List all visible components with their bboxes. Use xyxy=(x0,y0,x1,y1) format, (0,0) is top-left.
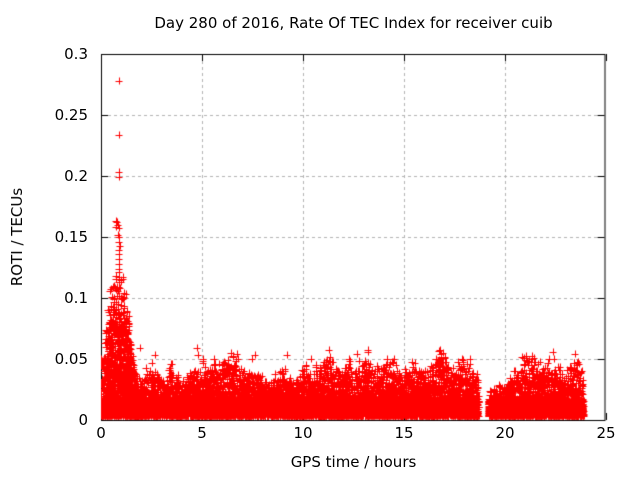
y-tick-label: 0.25 xyxy=(54,106,88,124)
y-tick-label: 0.3 xyxy=(64,45,88,63)
x-tick-label: 20 xyxy=(495,424,515,442)
x-tick-label: 15 xyxy=(394,424,414,442)
y-tick-label: 0.2 xyxy=(64,167,88,185)
chart-title: Day 280 of 2016, Rate Of TEC Index for r… xyxy=(154,14,553,32)
x-tick-label: 0 xyxy=(96,424,106,442)
x-tick-label: 5 xyxy=(197,424,207,442)
y-tick-label: 0.15 xyxy=(54,228,88,246)
y-tick-label: 0.1 xyxy=(64,289,88,307)
x-tick-label: 25 xyxy=(596,424,616,442)
y-tick-label: 0 xyxy=(78,411,88,429)
x-tick-label: 10 xyxy=(293,424,313,442)
x-axis-label: GPS time / hours xyxy=(290,453,417,471)
y-tick-label: 0.05 xyxy=(54,350,88,368)
